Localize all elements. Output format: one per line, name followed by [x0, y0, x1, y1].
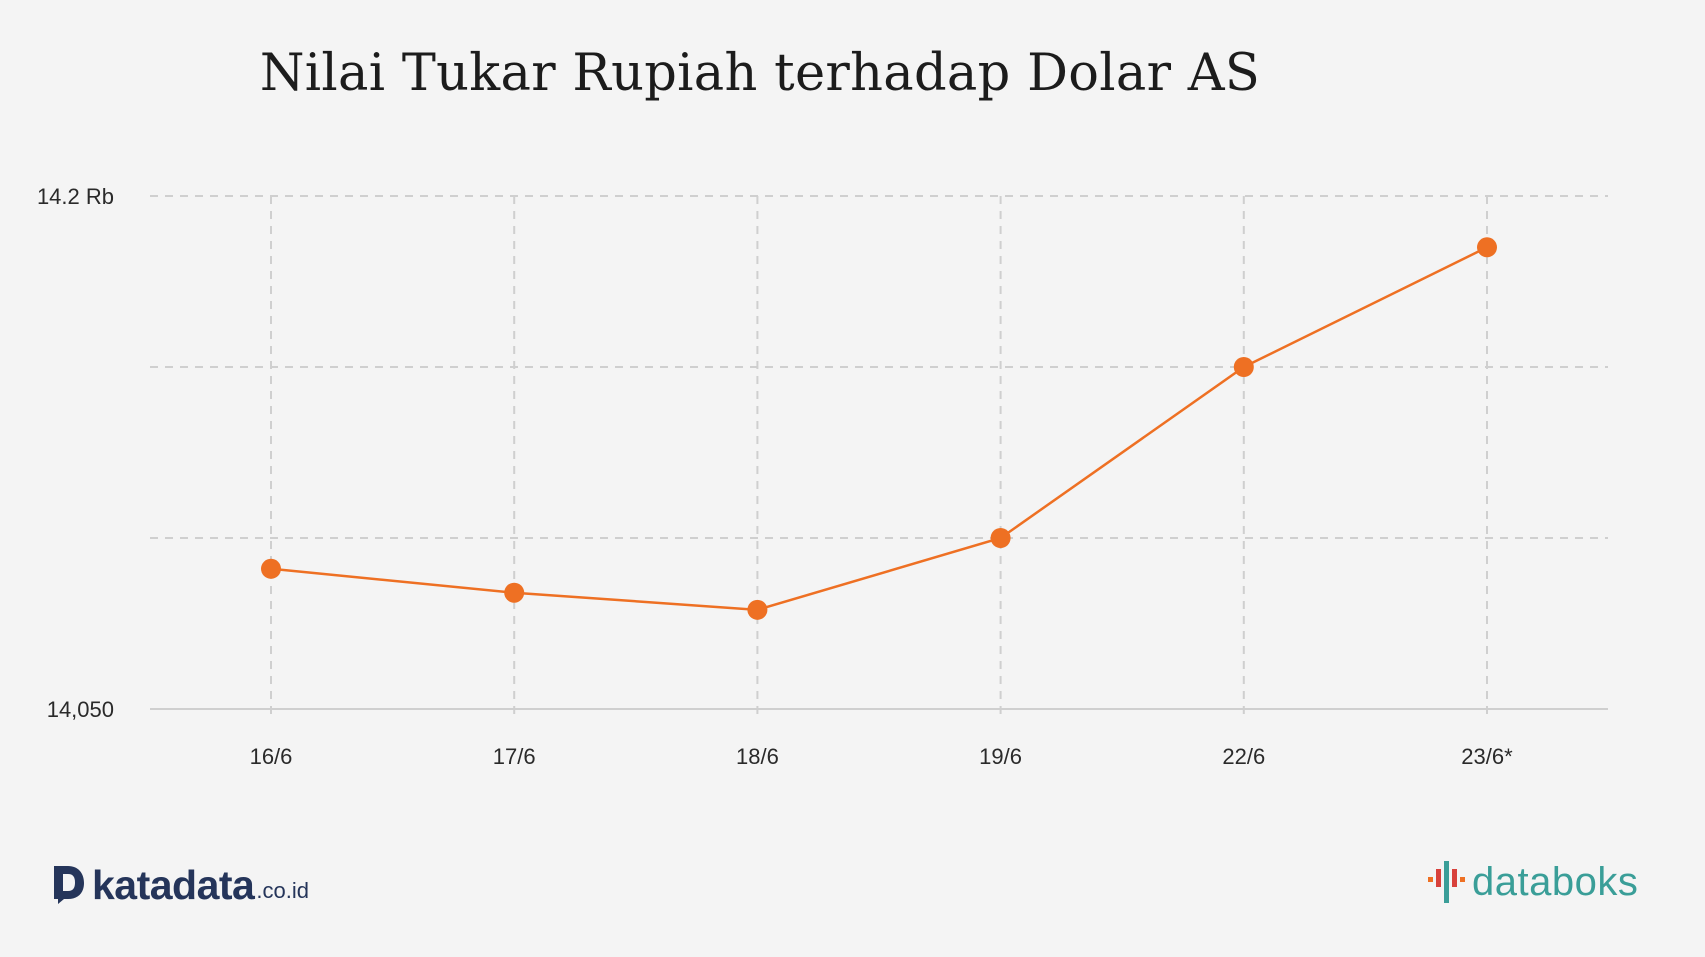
data-point	[1477, 237, 1497, 258]
x-tick-label: 17/6	[493, 744, 536, 769]
y-tick-label: 14,050	[47, 697, 114, 722]
katadata-wordmark: katadata	[92, 862, 255, 908]
horizontal-grid	[150, 195, 1608, 539]
x-tick-label: 22/6	[1222, 744, 1265, 769]
data-point	[261, 558, 281, 579]
databoks-bars-icon	[1428, 861, 1465, 903]
vertical-grid	[270, 196, 1488, 721]
data-point	[747, 599, 768, 620]
data-point	[504, 582, 525, 603]
x-tick-label: 23/6*	[1461, 744, 1513, 769]
data-points	[261, 237, 1497, 620]
katadata-d-icon	[54, 866, 84, 904]
katadata-domain-suffix: .co.id	[256, 878, 309, 903]
line-chart: 14,050 14.2 Rb 16/6 17/6 18/6 19/6 22/6 23/6*	[37, 184, 1608, 769]
katadata-logo: katadata .co.id	[54, 858, 309, 906]
databoks-logo: databoks	[1428, 858, 1638, 906]
x-axis-labels: 16/6 17/6 18/6 19/6 22/6 23/6*	[250, 744, 1514, 769]
data-point	[990, 528, 1011, 548]
y-axis-labels: 14,050 14.2 Rb	[37, 184, 114, 722]
x-tick-label: 19/6	[979, 744, 1022, 769]
x-tick-label: 18/6	[736, 744, 779, 769]
y-tick-label: 14.2 Rb	[37, 184, 114, 209]
databoks-wordmark: databoks	[1472, 860, 1639, 904]
data-point	[1233, 357, 1254, 377]
chart-title: Nilai Tukar Rupiah terhadap Dolar AS	[259, 44, 1261, 103]
series-line	[270, 246, 1488, 612]
x-tick-label: 16/6	[250, 744, 293, 769]
